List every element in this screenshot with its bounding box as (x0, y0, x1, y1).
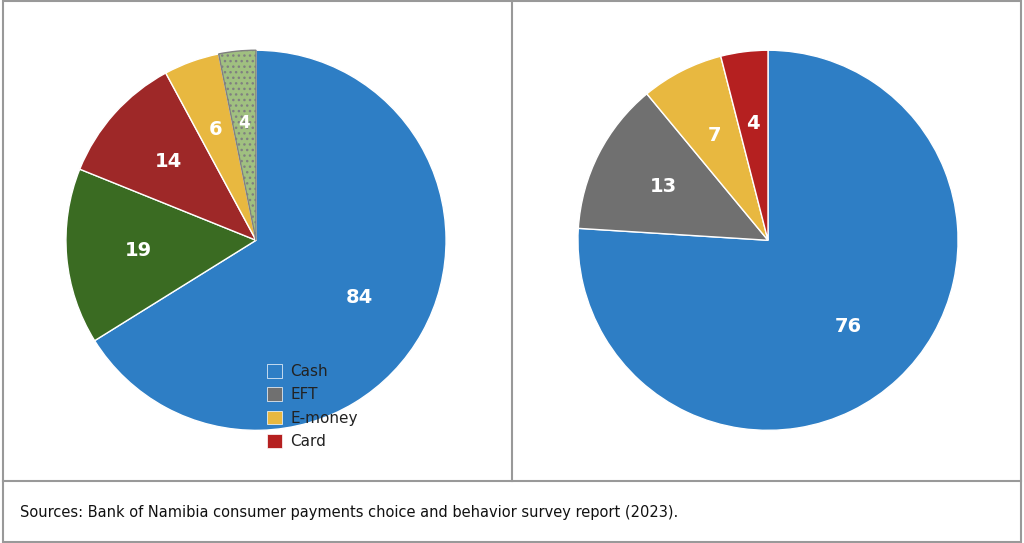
Text: 84: 84 (345, 288, 373, 307)
Legend: Cash, EFT, E-money, Card: Cash, EFT, E-money, Card (262, 359, 362, 454)
Wedge shape (66, 169, 256, 340)
Text: 13: 13 (649, 177, 677, 196)
Text: 7: 7 (708, 126, 721, 145)
Wedge shape (578, 50, 958, 430)
Text: 76: 76 (836, 317, 862, 336)
Text: Sources: Bank of Namibia consumer payments choice and behavior survey report (20: Sources: Bank of Namibia consumer paymen… (20, 504, 679, 520)
Wedge shape (94, 50, 446, 430)
Wedge shape (219, 50, 256, 240)
Wedge shape (166, 54, 256, 240)
Wedge shape (647, 56, 768, 240)
Text: 14: 14 (155, 152, 182, 171)
Text: 4: 4 (746, 114, 760, 133)
Text: 6: 6 (209, 120, 223, 139)
Wedge shape (579, 94, 768, 240)
Wedge shape (80, 73, 256, 240)
Text: 4: 4 (239, 114, 250, 132)
Wedge shape (721, 50, 768, 240)
Text: 19: 19 (125, 241, 153, 260)
